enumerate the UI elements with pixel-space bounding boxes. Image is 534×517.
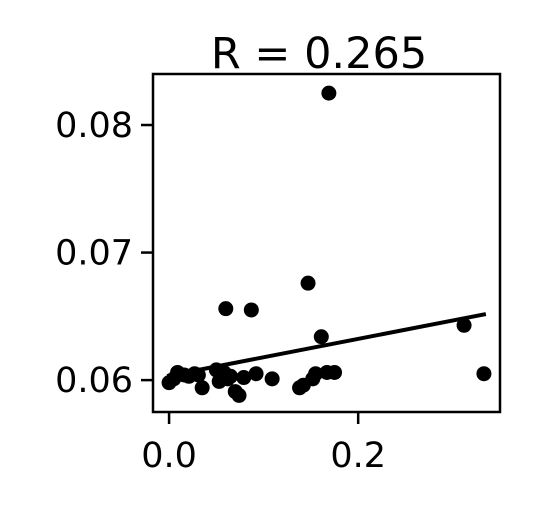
data-point — [300, 275, 316, 291]
y-tick-label: 0.06 — [55, 361, 133, 401]
data-point — [243, 302, 259, 318]
data-point — [313, 329, 329, 345]
data-point — [264, 371, 280, 387]
data-point — [476, 366, 492, 382]
data-point — [236, 370, 252, 386]
plot-area-frame — [151, 72, 502, 414]
data-point — [194, 380, 210, 396]
chart-title: R = 0.265 — [211, 29, 427, 79]
y-tick-label: 0.07 — [55, 234, 133, 274]
data-point — [248, 366, 264, 382]
y-tick-label: 0.08 — [55, 106, 133, 146]
data-point — [231, 387, 247, 403]
y-axis: 0.06 0.07 0.08 — [55, 106, 153, 401]
data-point — [456, 317, 472, 333]
x-tick-label: 0.0 — [141, 436, 197, 476]
data-point — [327, 364, 343, 380]
data-point — [218, 301, 234, 317]
data-point — [190, 367, 206, 383]
data-point — [223, 368, 239, 384]
x-tick-label: 0.2 — [330, 436, 386, 476]
data-points — [161, 85, 492, 403]
data-point — [308, 366, 324, 382]
x-axis: 0.0 0.2 — [141, 412, 386, 476]
data-point — [321, 85, 337, 101]
